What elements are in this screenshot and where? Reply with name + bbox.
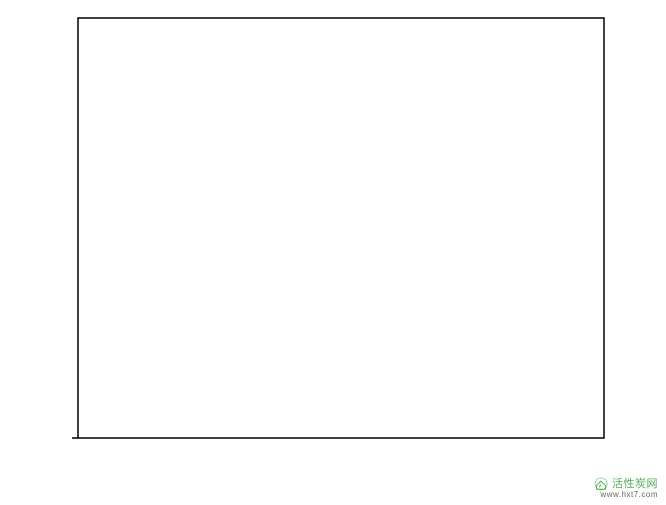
watermark-main: 活性炭网: [612, 478, 658, 490]
watermark: 活性炭网 www.hxt7.com: [592, 475, 658, 499]
house-leaf-icon: [592, 477, 610, 491]
watermark-url: www.hxt7.com: [592, 490, 658, 499]
chart: [0, 0, 666, 505]
plot-frame: [78, 18, 604, 438]
